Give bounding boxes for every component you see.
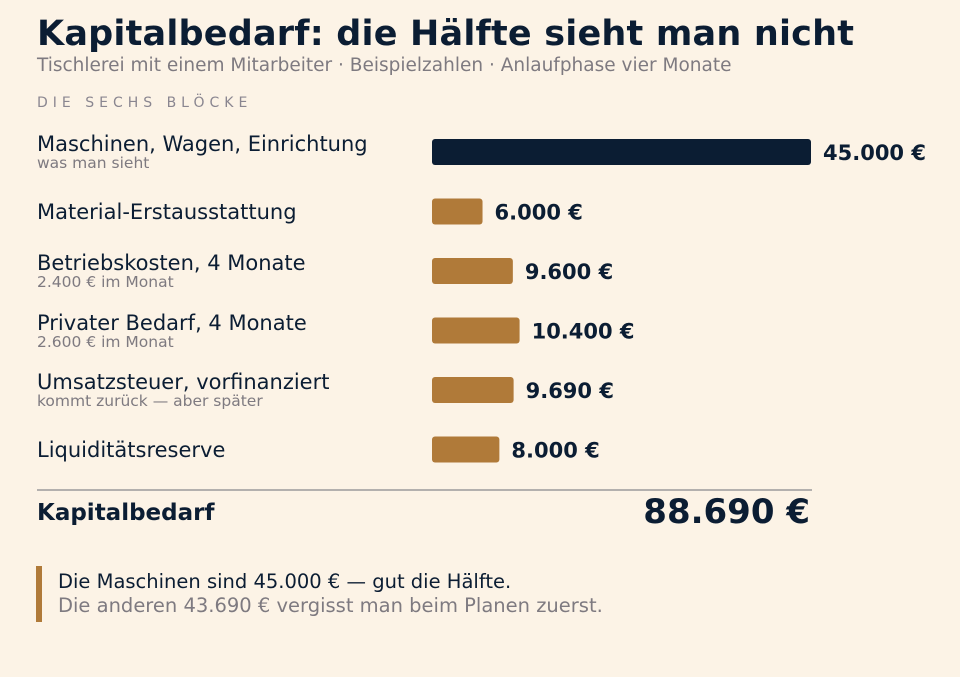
bar (432, 377, 514, 403)
callout-box: Die Maschinen sind 45.000 € — gut die Hä… (36, 566, 603, 622)
row-label: Liquiditätsreserve (37, 438, 225, 462)
category-label: Umsatzsteuer, vorfinanziert (37, 370, 330, 394)
bar-value-label: 9.690 € (526, 379, 614, 403)
row-label: Material-Erstausstattung (37, 200, 297, 224)
row-label: Umsatzsteuer, vorfinanziert kommt zurück … (37, 370, 329, 409)
category-label: Liquiditätsreserve (37, 437, 226, 462)
bar (432, 139, 811, 165)
category-note: 2.400 € im Monat (37, 273, 174, 291)
bar (432, 258, 513, 284)
bar (432, 198, 483, 225)
callout-line-2: Die anderen 43.690 € vergisst man beim P… (58, 594, 603, 617)
category-note: kommt zurück — aber später (37, 392, 263, 410)
bar (432, 317, 520, 344)
bar-value-label: 9.600 € (525, 260, 613, 284)
category-label: Material-Erstausstattung (37, 199, 297, 224)
callout-line-1: Die Maschinen sind 45.000 € — gut die Hä… (58, 570, 512, 593)
total-divider (37, 489, 812, 491)
row-label: Privater Bedarf, 4 Monate 2.600 € im Mona… (37, 311, 307, 350)
category-label: Maschinen, Wagen, Einrichtung (37, 132, 368, 156)
category-label: Betriebskosten, 4 Monate (37, 251, 306, 275)
row-label: Betriebskosten, 4 Monate 2.400 € im Monat (37, 251, 306, 290)
chart-title: Kapitalbedarf: die Hälfte sieht man nich… (37, 14, 855, 54)
bar-value-label: 6.000 € (495, 201, 583, 225)
category-note: 2.600 € im Monat (37, 332, 174, 351)
bar (432, 436, 500, 463)
category-note: was man sieht (37, 154, 150, 172)
chart-subtitle: Tischlerei mit einem Mitarbeiter · Beisp… (37, 55, 732, 76)
category-label: Privater Bedarf, 4 Monate (37, 310, 307, 335)
bar-value-label: 10.400 € (532, 320, 635, 344)
bar-value-label: 8.000 € (511, 439, 599, 463)
row-label: Maschinen, Wagen, Einrichtung was man sie… (37, 132, 368, 171)
section-label: DIE SECHS BLÖCKE (37, 95, 253, 111)
total-value: 88.690 € (643, 492, 810, 532)
total-label: Kapitalbedarf (37, 500, 215, 526)
bar-value-label: 45.000 € (823, 141, 926, 165)
